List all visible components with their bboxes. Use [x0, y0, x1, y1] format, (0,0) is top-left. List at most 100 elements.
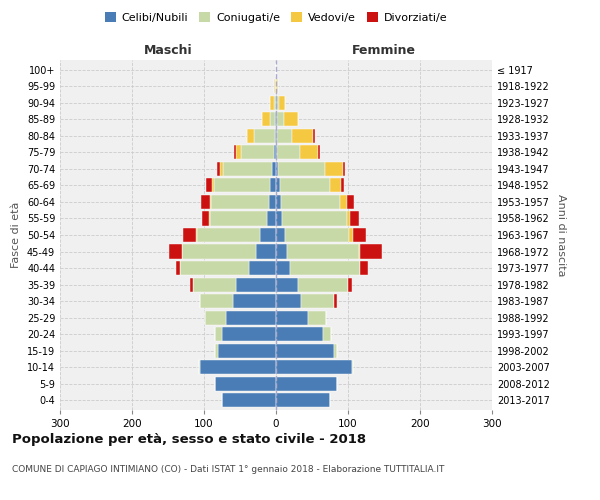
Bar [276, 129, 277, 143]
Bar [274, 80, 275, 94]
Bar [217, 162, 220, 176]
Bar [360, 244, 382, 258]
Bar [215, 344, 218, 357]
Bar [199, 360, 200, 374]
Bar [215, 376, 276, 390]
Bar [275, 112, 276, 126]
Bar [334, 344, 337, 357]
Bar [280, 178, 330, 192]
Bar [210, 212, 268, 226]
Text: Popolazione per età, sesso e stato civile - 2018: Popolazione per età, sesso e stato civil… [12, 432, 366, 446]
Bar [284, 228, 349, 242]
Bar [281, 195, 340, 209]
Bar [284, 112, 298, 126]
Bar [179, 261, 248, 275]
Bar [276, 261, 290, 275]
Bar [276, 393, 330, 407]
Bar [210, 195, 211, 209]
Bar [196, 228, 197, 242]
Bar [276, 327, 323, 341]
Bar [234, 146, 236, 160]
Bar [341, 178, 344, 192]
Bar [254, 129, 275, 143]
Bar [236, 278, 276, 291]
Bar [222, 393, 276, 407]
Bar [211, 195, 269, 209]
Legend: Celibi/Nubili, Coniugati/e, Vedovi/e, Divorziati/e: Celibi/Nubili, Coniugati/e, Vedovi/e, Di… [100, 8, 452, 28]
Y-axis label: Anni di nascita: Anni di nascita [556, 194, 566, 276]
Bar [272, 162, 276, 176]
Bar [276, 228, 284, 242]
Bar [347, 195, 355, 209]
Bar [275, 80, 276, 94]
Bar [276, 112, 277, 126]
Bar [256, 244, 276, 258]
Bar [301, 294, 334, 308]
Bar [279, 96, 284, 110]
Bar [301, 146, 319, 160]
Bar [205, 310, 226, 324]
Bar [290, 261, 359, 275]
Bar [241, 146, 274, 160]
Bar [275, 129, 276, 143]
Bar [278, 162, 325, 176]
Bar [209, 212, 210, 226]
Bar [223, 162, 272, 176]
Bar [268, 212, 276, 226]
Bar [276, 376, 337, 390]
Bar [334, 294, 337, 308]
Bar [193, 278, 236, 291]
Bar [352, 360, 353, 374]
Bar [276, 212, 282, 226]
Bar [277, 80, 278, 94]
Bar [319, 146, 320, 160]
Bar [276, 80, 277, 94]
Bar [359, 261, 368, 275]
Bar [214, 178, 270, 192]
Bar [269, 112, 275, 126]
Bar [270, 96, 274, 110]
Bar [276, 310, 308, 324]
Bar [276, 278, 298, 291]
Bar [220, 162, 223, 176]
Bar [277, 112, 284, 126]
Bar [353, 228, 366, 242]
Bar [200, 360, 276, 374]
Bar [287, 244, 359, 258]
Text: Maschi: Maschi [143, 44, 193, 57]
Bar [215, 327, 222, 341]
Bar [308, 310, 326, 324]
Bar [348, 278, 352, 291]
Bar [276, 146, 277, 160]
Bar [340, 195, 347, 209]
Bar [359, 244, 360, 258]
Bar [247, 129, 254, 143]
Bar [190, 278, 193, 291]
Bar [201, 195, 210, 209]
Bar [276, 162, 278, 176]
Bar [260, 228, 276, 242]
Bar [277, 96, 279, 110]
Bar [183, 228, 196, 242]
Bar [292, 129, 313, 143]
Bar [202, 212, 209, 226]
Bar [197, 228, 260, 242]
Bar [313, 129, 315, 143]
Bar [226, 310, 276, 324]
Bar [276, 244, 287, 258]
Y-axis label: Fasce di età: Fasce di età [11, 202, 21, 268]
Bar [262, 112, 269, 126]
Bar [276, 360, 352, 374]
Bar [276, 96, 277, 110]
Text: Femmine: Femmine [352, 44, 416, 57]
Bar [325, 162, 343, 176]
Bar [212, 178, 214, 192]
Bar [218, 344, 276, 357]
Bar [274, 96, 276, 110]
Bar [182, 244, 256, 258]
Bar [200, 294, 233, 308]
Bar [233, 294, 276, 308]
Bar [236, 146, 241, 160]
Bar [330, 178, 341, 192]
Bar [347, 212, 350, 226]
